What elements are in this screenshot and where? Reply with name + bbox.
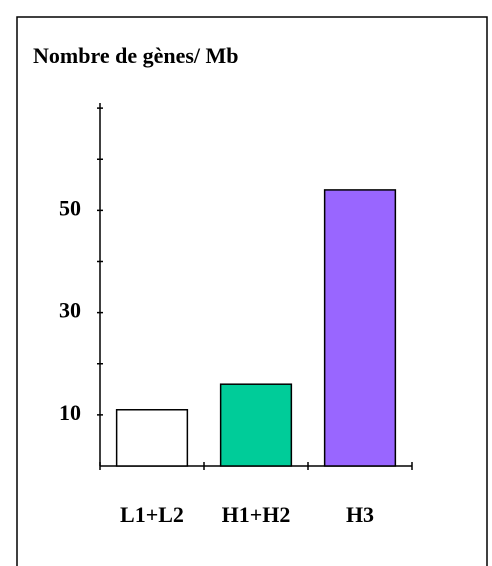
y-tick-label: 50: [59, 195, 81, 220]
x-tick-label: H1+H2: [222, 502, 291, 527]
x-tick-label: H3: [346, 502, 374, 527]
bar: [323, 189, 397, 467]
x-tick-label: L1+L2: [120, 502, 184, 527]
bar: [219, 383, 293, 467]
chart-title: Nombre de gènes/ Mb: [33, 43, 239, 68]
y-tick-label: 30: [59, 298, 81, 323]
frame: [16, 16, 488, 566]
bar: [115, 409, 189, 467]
y-tick-label: 10: [59, 400, 81, 425]
